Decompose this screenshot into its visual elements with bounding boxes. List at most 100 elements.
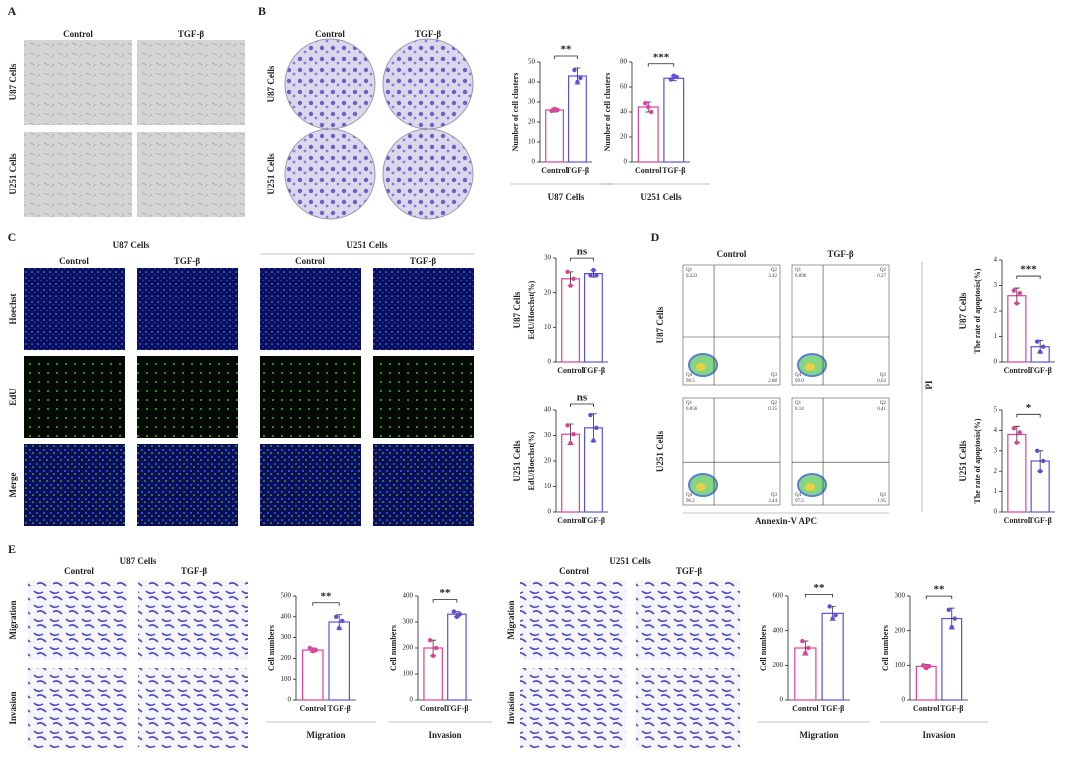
data-point xyxy=(833,612,838,618)
micrograph xyxy=(24,356,125,438)
quadrant-name: Q4 xyxy=(686,493,693,498)
y-tick-label: 30 xyxy=(544,431,552,439)
y-axis-label: EdU/Hoechst(%) xyxy=(527,280,536,339)
panel-label: E xyxy=(8,542,16,556)
data-point xyxy=(334,614,339,619)
micrograph xyxy=(373,356,474,438)
y-tick-label: 50 xyxy=(528,58,536,66)
panel-label: B xyxy=(258,4,266,18)
bar xyxy=(821,612,844,701)
y-tick-label: 100 xyxy=(403,670,414,678)
y-tick-label: 0 xyxy=(532,158,536,166)
significance-label: *** xyxy=(653,51,670,63)
y-tick-label: 400 xyxy=(281,612,292,620)
group-label: U251 Cells xyxy=(640,192,682,202)
data-point xyxy=(313,647,318,653)
significance-label: ** xyxy=(440,587,452,599)
micrograph xyxy=(260,268,361,350)
x-tick-label: Control xyxy=(1004,516,1031,525)
column-label: Control xyxy=(295,256,325,266)
x-tick-label: TGF-β xyxy=(940,704,963,713)
x-tick-label: TGF-β xyxy=(1028,366,1051,375)
y-tick-label: 3 xyxy=(994,446,998,454)
y-tick-label: 20 xyxy=(620,133,628,141)
data-point xyxy=(1040,344,1046,349)
bar xyxy=(915,665,937,701)
quadrant-name: Q4 xyxy=(795,493,802,498)
y-tick-label: 200 xyxy=(773,661,784,669)
significance-label: ** xyxy=(561,44,573,56)
quadrant-value: 0.056 xyxy=(686,407,698,412)
data-point xyxy=(454,614,460,619)
x-tick-label: Control xyxy=(913,704,940,713)
y-tick-label: 100 xyxy=(895,661,906,669)
y-tick-label: 200 xyxy=(403,644,414,652)
x-tick-label: Control xyxy=(300,704,327,713)
y-axis-label: EdU/Hoechst(%) xyxy=(527,431,536,490)
column-label: TGF-β xyxy=(178,29,204,39)
micrograph xyxy=(24,40,132,125)
data-point xyxy=(568,283,573,288)
micrograph xyxy=(28,580,128,660)
y-tick-label: 4 xyxy=(994,256,998,264)
y-tick-label: 10 xyxy=(544,482,552,490)
data-point xyxy=(952,616,957,621)
data-point xyxy=(571,276,576,281)
quadrant-value: 0.63 xyxy=(877,379,886,384)
quadrant-value: 0.41 xyxy=(877,407,886,412)
panel-label: A xyxy=(8,4,17,18)
panel-label: D xyxy=(651,230,660,244)
data-point xyxy=(1011,288,1017,293)
significance-label: ** xyxy=(814,582,826,594)
group-label: Migration xyxy=(307,730,346,740)
x-tick-label: Control xyxy=(1004,366,1031,375)
flow-core xyxy=(805,483,815,491)
x-tick-label: Control xyxy=(420,704,447,713)
column-label: Control xyxy=(63,29,93,39)
x-tick-label: Control xyxy=(635,166,662,175)
group-label: U87 Cells xyxy=(113,240,150,250)
significance-bracket xyxy=(312,602,340,606)
data-point xyxy=(578,75,583,81)
row-label: U87 Cells xyxy=(655,306,665,343)
y-tick-label: 40 xyxy=(620,108,628,116)
side-label: U251 Cells xyxy=(512,440,522,482)
group-label: U87 Cells xyxy=(120,556,157,566)
data-point xyxy=(565,423,570,428)
colony-plate xyxy=(382,128,474,220)
data-point xyxy=(806,645,811,651)
x-tick-label: TGF-β xyxy=(582,366,605,375)
quadrant-value: 3.44 xyxy=(768,499,777,504)
column-label: TGF-β xyxy=(827,249,853,259)
data-point xyxy=(572,67,577,73)
flow-core xyxy=(696,363,706,371)
y-tick-label: 30 xyxy=(528,98,536,106)
y-axis-label: Number of cell clusters xyxy=(603,73,612,152)
group-label: U87 Cells xyxy=(548,192,585,202)
colony-plate xyxy=(284,128,376,220)
quadrant-name: Q4 xyxy=(795,373,802,378)
quadrant-value: 3.42 xyxy=(768,274,777,279)
micrograph xyxy=(137,356,238,438)
bar xyxy=(941,617,963,701)
data-point xyxy=(565,269,570,275)
colony-plate xyxy=(284,38,376,130)
y-tick-label: 40 xyxy=(528,78,536,86)
y-tick-label: 5 xyxy=(994,406,998,414)
quadrant-name: Q2 xyxy=(771,401,778,406)
data-point xyxy=(594,425,599,431)
quadrant-value: 0.223 xyxy=(686,274,698,279)
data-point xyxy=(568,440,573,446)
data-point xyxy=(588,412,593,418)
y-axis-label: Cell numbers xyxy=(389,625,398,671)
bar xyxy=(545,109,564,163)
quadrant-name: Q1 xyxy=(686,401,693,406)
quadrant-value: 0.27 xyxy=(877,274,886,279)
data-point xyxy=(591,267,596,273)
quadrant-name: Q1 xyxy=(795,268,802,273)
data-point xyxy=(337,626,342,631)
column-label: TGF-β xyxy=(415,29,441,39)
data-point xyxy=(1017,430,1023,435)
data-point xyxy=(800,638,805,644)
y-tick-label: 0 xyxy=(548,508,552,516)
